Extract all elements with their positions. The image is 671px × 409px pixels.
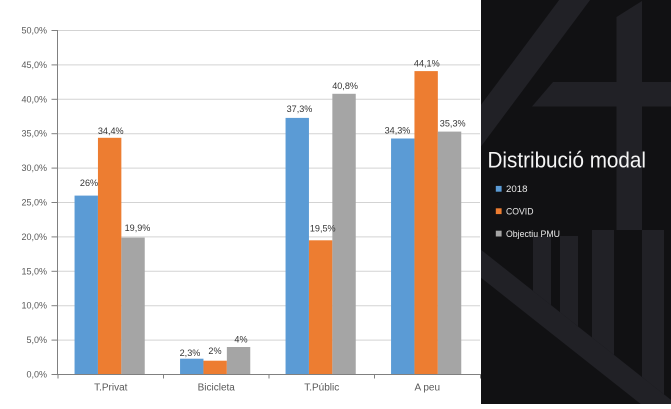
svg-text:44,1%: 44,1% — [414, 59, 440, 69]
svg-text:10,0%: 10,0% — [21, 301, 47, 311]
svg-text:25,0%: 25,0% — [21, 198, 47, 208]
svg-text:COVID: COVID — [506, 206, 534, 217]
svg-text:40,8%: 40,8% — [332, 81, 358, 91]
svg-text:Distribució modal: Distribució modal — [488, 148, 647, 173]
svg-text:45,0%: 45,0% — [21, 60, 47, 70]
svg-text:19,5%: 19,5% — [310, 224, 336, 234]
svg-text:40,0%: 40,0% — [21, 94, 47, 104]
svg-text:34,3%: 34,3% — [385, 126, 411, 136]
svg-text:2018: 2018 — [506, 183, 528, 194]
svg-text:20,0%: 20,0% — [21, 232, 47, 242]
svg-text:4%: 4% — [234, 335, 247, 345]
svg-text:0,0%: 0,0% — [26, 370, 47, 380]
svg-text:30,0%: 30,0% — [21, 163, 47, 173]
svg-text:2%: 2% — [208, 346, 221, 356]
svg-text:Objectiu PMU: Objectiu PMU — [506, 228, 560, 239]
svg-text:50,0%: 50,0% — [21, 26, 47, 36]
svg-text:T.Privat: T.Privat — [94, 383, 128, 394]
svg-text:A peu: A peu — [414, 383, 440, 394]
svg-text:26%: 26% — [80, 178, 98, 188]
svg-text:34,4%: 34,4% — [98, 126, 124, 136]
svg-text:35,3%: 35,3% — [440, 119, 466, 129]
svg-text:T.Públic: T.Públic — [304, 383, 339, 394]
svg-text:35,0%: 35,0% — [21, 129, 47, 139]
svg-text:2,3%: 2,3% — [180, 348, 201, 358]
svg-text:15,0%: 15,0% — [21, 266, 47, 276]
svg-text:37,3%: 37,3% — [287, 104, 313, 114]
svg-text:Bicicleta: Bicicleta — [198, 383, 236, 394]
svg-text:19,9%: 19,9% — [125, 223, 151, 233]
svg-text:5,0%: 5,0% — [26, 335, 47, 345]
